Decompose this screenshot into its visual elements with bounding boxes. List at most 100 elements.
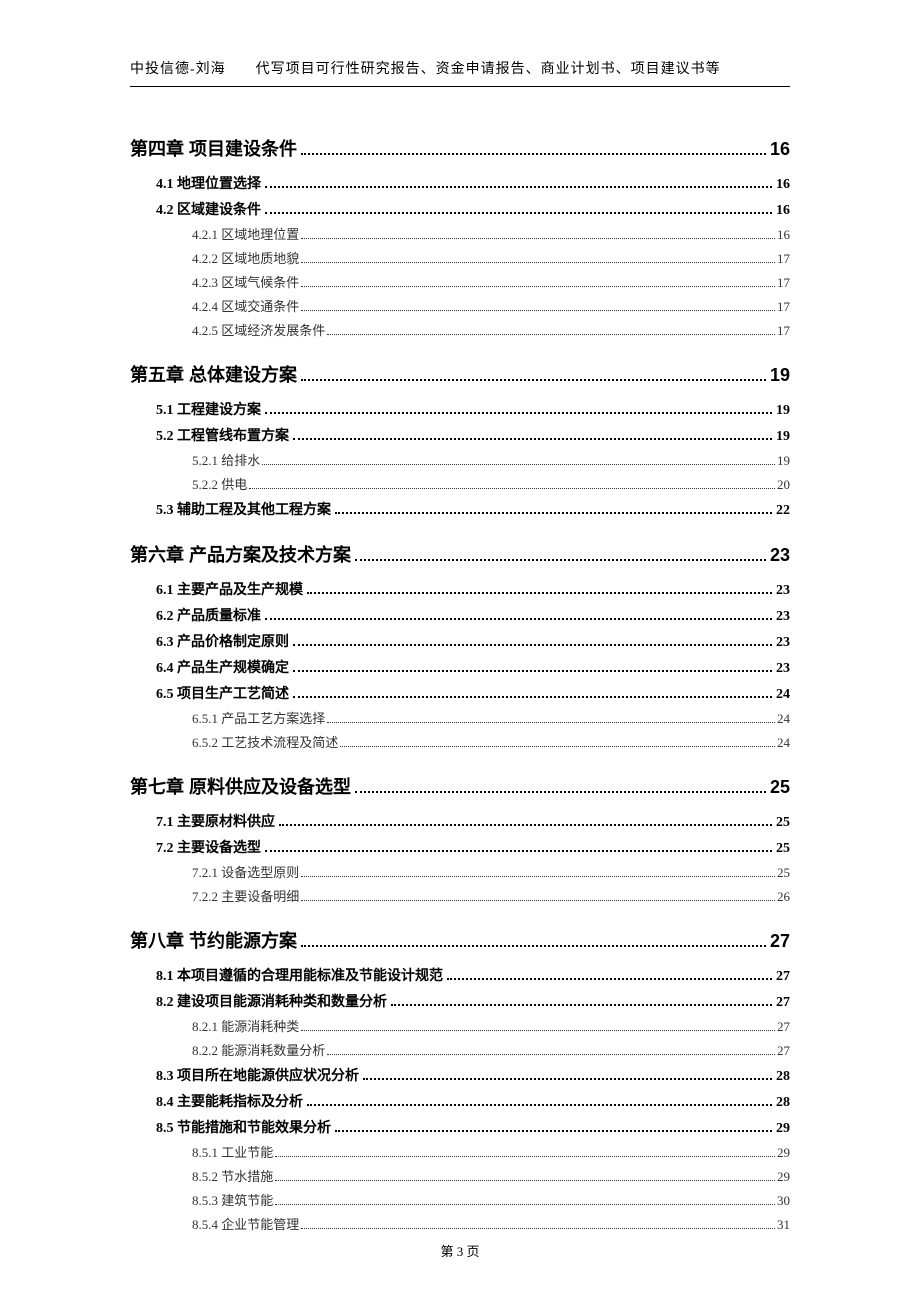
- toc-page-number: 17: [777, 275, 790, 291]
- toc-leader-dots: [301, 278, 775, 287]
- toc-entry-level-2[interactable]: 6.4 产品生产规模确定23: [156, 657, 790, 677]
- toc-entry-level-1[interactable]: 第四章 项目建设条件16: [130, 135, 790, 161]
- toc-leader-dots: [293, 430, 772, 440]
- toc-entry-level-2[interactable]: 5.3 辅助工程及其他工程方案22: [156, 499, 790, 519]
- toc-label: 6.5 项目生产工艺简述: [156, 683, 289, 703]
- toc-entry-level-2[interactable]: 8.3 项目所在地能源供应状况分析28: [156, 1065, 790, 1085]
- toc-entry-level-2[interactable]: 8.1 本项目遵循的合理用能标准及节能设计规范27: [156, 965, 790, 985]
- toc-page-number: 24: [777, 711, 790, 727]
- toc-entry-level-1[interactable]: 第五章 总体建设方案19: [130, 361, 790, 387]
- toc-page-number: 19: [770, 365, 790, 386]
- toc-entry-level-3[interactable]: 8.5.2 节水措施29: [192, 1166, 790, 1185]
- toc-entry-level-3[interactable]: 7.2.2 主要设备明细26: [192, 886, 790, 905]
- toc-leader-dots: [307, 584, 772, 594]
- toc-page-number: 25: [776, 841, 790, 857]
- toc-entry-level-3[interactable]: 6.5.2 工艺技术流程及简述24: [192, 732, 790, 751]
- toc-entry-level-2[interactable]: 4.2 区域建设条件 16: [156, 199, 790, 219]
- toc-page-number: 24: [776, 687, 790, 703]
- toc-page-number: 17: [777, 299, 790, 315]
- toc-entry-level-2[interactable]: 7.2 主要设备选型 25: [156, 837, 790, 857]
- toc-label: 7.1 主要原材料供应: [156, 811, 275, 831]
- toc-page-number: 16: [776, 203, 790, 219]
- toc-page-number: 23: [770, 545, 790, 566]
- toc-entry-level-2[interactable]: 7.1 主要原材料供应25: [156, 811, 790, 831]
- toc-page-number: 19: [776, 429, 790, 445]
- toc-entry-level-3[interactable]: 7.2.1 设备选型原则 25: [192, 862, 790, 881]
- toc-label: 第六章 产品方案及技术方案: [130, 541, 351, 567]
- toc-label: 第四章 项目建设条件: [130, 135, 297, 161]
- toc-leader-dots: [249, 480, 775, 489]
- toc-label: 4.2.1 区域地理位置: [192, 224, 299, 243]
- toc-label: 4.2.5 区域经济发展条件: [192, 320, 325, 339]
- toc-leader-dots: [265, 178, 772, 188]
- toc-entry-level-1[interactable]: 第八章 节约能源方案27: [130, 927, 790, 953]
- toc-leader-dots: [293, 688, 772, 698]
- toc-leader-dots: [335, 1122, 772, 1132]
- toc-entry-level-2[interactable]: 8.4 主要能耗指标及分析28: [156, 1091, 790, 1111]
- toc-label: 6.2 产品质量标准: [156, 605, 261, 625]
- toc-page-number: 27: [776, 969, 790, 985]
- toc-page-number: 25: [777, 865, 790, 881]
- toc-entry-level-3[interactable]: 8.5.1 工业节能 29: [192, 1142, 790, 1161]
- toc-entry-level-3[interactable]: 8.2.2 能源消耗数量分析27: [192, 1040, 790, 1059]
- toc-entry-level-2[interactable]: 4.1 地理位置选择16: [156, 173, 790, 193]
- toc-entry-level-2[interactable]: 5.1 工程建设方案19: [156, 399, 790, 419]
- toc-leader-dots: [340, 738, 775, 747]
- toc-page-number: 20: [777, 477, 790, 493]
- toc-label: 5.2 工程管线布置方案: [156, 425, 289, 445]
- toc-leader-dots: [279, 816, 772, 826]
- toc-entry-level-3[interactable]: 4.2.3 区域气候条件17: [192, 272, 790, 291]
- toc-page-number: 27: [776, 995, 790, 1011]
- page-footer: 第 3 页: [0, 1241, 920, 1260]
- toc-page-number: 16: [776, 177, 790, 193]
- toc-entry-level-2[interactable]: 6.5 项目生产工艺简述 24: [156, 683, 790, 703]
- toc-label: 6.3 产品价格制定原则: [156, 631, 289, 651]
- toc-label: 第七章 原料供应及设备选型: [130, 773, 351, 799]
- toc-entry-level-2[interactable]: 8.5 节能措施和节能效果分析29: [156, 1117, 790, 1137]
- toc-entry-level-2[interactable]: 6.3 产品价格制定原则23: [156, 631, 790, 651]
- toc-label: 8.5.4 企业节能管理: [192, 1214, 299, 1233]
- toc-leader-dots: [327, 326, 775, 335]
- toc-page-number: 17: [777, 323, 790, 339]
- toc-entry-level-3[interactable]: 4.2.1 区域地理位置16: [192, 224, 790, 243]
- toc-page-number: 23: [776, 609, 790, 625]
- toc-page-number: 29: [777, 1145, 790, 1161]
- toc-entry-level-2[interactable]: 6.2 产品质量标准 23: [156, 605, 790, 625]
- toc-label: 8.2 建设项目能源消耗种类和数量分析: [156, 991, 387, 1011]
- toc-entry-level-3[interactable]: 4.2.4 区域交通条件 17: [192, 296, 790, 315]
- toc-label: 4.2.4 区域交通条件: [192, 296, 299, 315]
- toc-leader-dots: [275, 1148, 775, 1157]
- toc-entry-level-2[interactable]: 5.2 工程管线布置方案 19: [156, 425, 790, 445]
- toc-page-number: 27: [777, 1019, 790, 1035]
- toc-label: 7.2.1 设备选型原则: [192, 862, 299, 881]
- toc-entry-level-3[interactable]: 5.2.1 给排水19: [192, 450, 790, 469]
- toc-leader-dots: [293, 662, 772, 672]
- toc-page-number: 28: [776, 1095, 790, 1111]
- toc-entry-level-3[interactable]: 5.2.2 供电20: [192, 474, 790, 493]
- toc-entry-level-3[interactable]: 8.5.4 企业节能管理31: [192, 1214, 790, 1233]
- toc-label: 6.4 产品生产规模确定: [156, 657, 289, 677]
- toc-entry-level-3[interactable]: 6.5.1 产品工艺方案选择 24: [192, 708, 790, 727]
- toc-label: 8.5.2 节水措施: [192, 1166, 273, 1185]
- toc-leader-dots: [301, 934, 766, 947]
- toc-label: 4.2 区域建设条件: [156, 199, 261, 219]
- toc-label: 8.5 节能措施和节能效果分析: [156, 1117, 331, 1137]
- toc-entry-level-2[interactable]: 6.1 主要产品及生产规模23: [156, 579, 790, 599]
- toc-page-number: 19: [776, 403, 790, 419]
- toc-label: 6.5.1 产品工艺方案选择: [192, 708, 325, 727]
- toc-entry-level-1[interactable]: 第六章 产品方案及技术方案 23: [130, 541, 790, 567]
- toc-entry-level-3[interactable]: 4.2.2 区域地质地貌17: [192, 248, 790, 267]
- toc-label: 6.5.2 工艺技术流程及简述: [192, 732, 338, 751]
- toc-entry-level-3[interactable]: 8.2.1 能源消耗种类27: [192, 1016, 790, 1035]
- toc-entry-level-1[interactable]: 第七章 原料供应及设备选型25: [130, 773, 790, 799]
- toc-label: 8.5.1 工业节能: [192, 1142, 273, 1161]
- toc-label: 7.2 主要设备选型: [156, 837, 261, 857]
- toc-leader-dots: [275, 1196, 775, 1205]
- toc-label: 8.5.3 建筑节能: [192, 1190, 273, 1209]
- toc-entry-level-3[interactable]: 4.2.5 区域经济发展条件 17: [192, 320, 790, 339]
- toc-entry-level-3[interactable]: 8.5.3 建筑节能30: [192, 1190, 790, 1209]
- toc-entry-level-2[interactable]: 8.2 建设项目能源消耗种类和数量分析 27: [156, 991, 790, 1011]
- toc-leader-dots: [301, 892, 775, 901]
- toc-leader-dots: [265, 404, 772, 414]
- toc-leader-dots: [447, 970, 772, 980]
